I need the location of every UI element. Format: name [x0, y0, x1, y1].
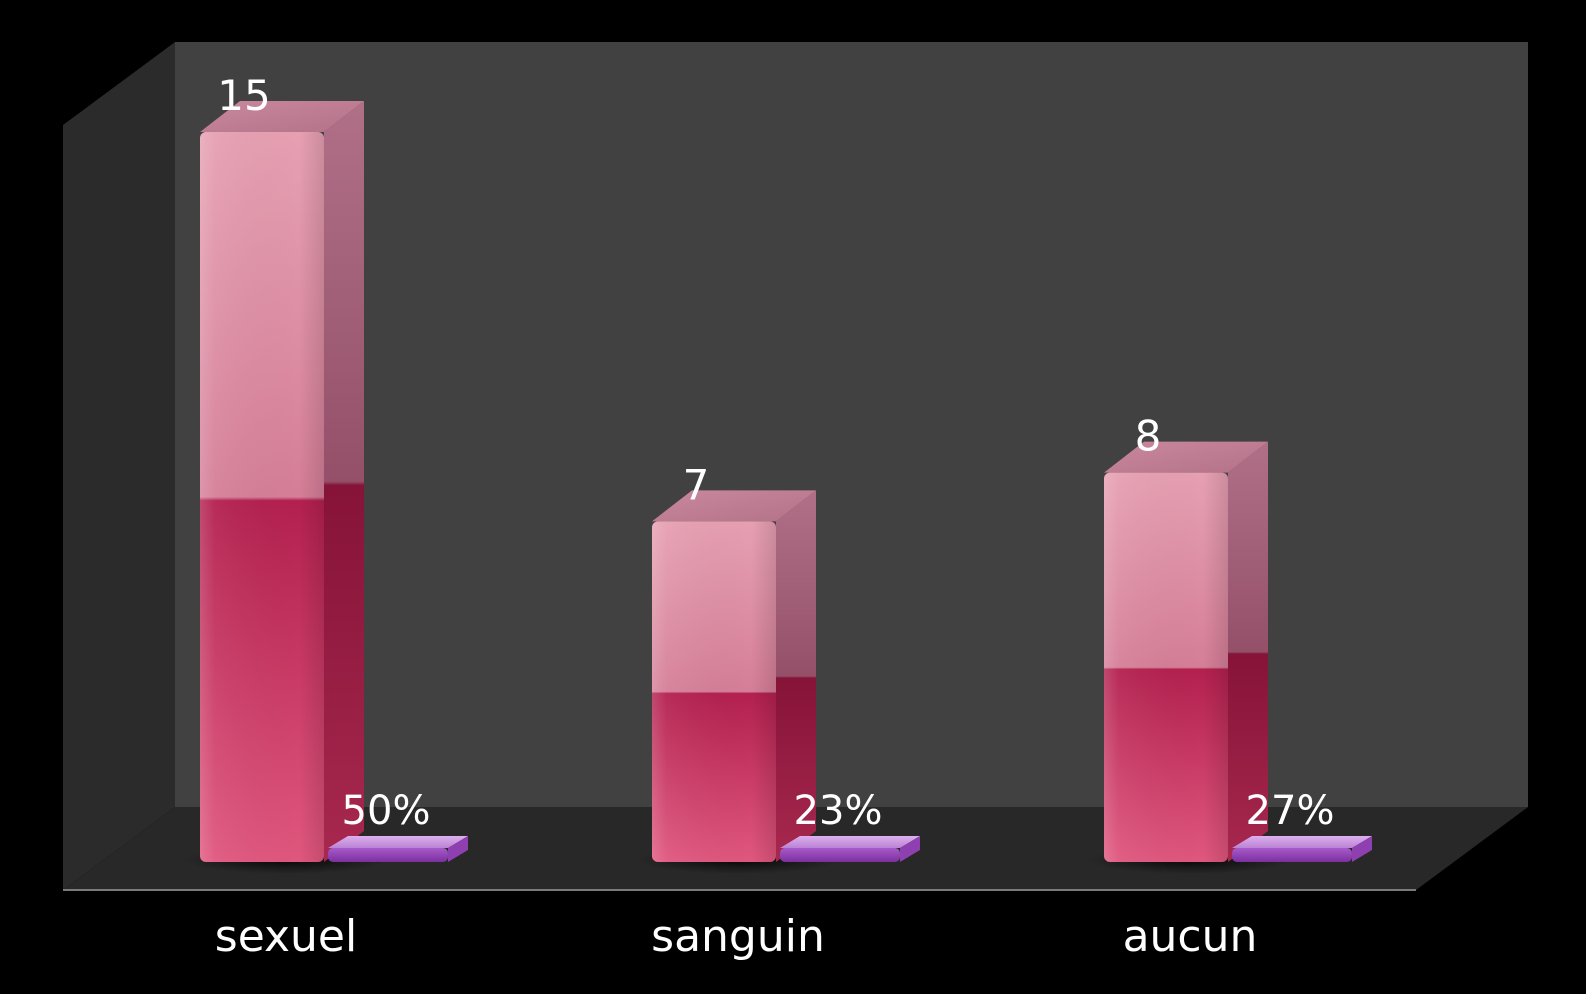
percent-plate-sanguin — [780, 848, 900, 862]
bar-sheen-aucun — [1104, 472, 1228, 862]
percent-plate-side-sanguin — [900, 836, 920, 862]
percent-value-label: 23% — [794, 788, 883, 834]
percent-value-label: 50% — [342, 788, 431, 834]
percent-plate-top-sanguin — [780, 836, 920, 848]
bar-top-sexuel — [200, 101, 364, 132]
bar-value-label: 8 — [1135, 412, 1162, 461]
bar-sheen-sexuel — [200, 132, 324, 862]
bar-side-aucun — [1228, 441, 1268, 862]
chart-back-wall — [175, 42, 1528, 807]
bar-top-aucun — [1104, 441, 1268, 473]
percent-plate-side-aucun — [1352, 836, 1372, 862]
bar-sheen-sanguin — [652, 521, 776, 862]
percent-plate-side-sexuel — [448, 836, 468, 862]
percent-value-label: 27% — [1246, 788, 1335, 834]
category-label-aucun: aucun — [1123, 911, 1258, 962]
bar-side-sexuel — [324, 101, 364, 862]
percent-plate-top-aucun — [1232, 836, 1372, 848]
chart-marks: 15 50% 7 23% 8 27% — [185, 71, 1372, 874]
bar-value-label: 7 — [683, 460, 710, 509]
bar-side-sanguin — [776, 490, 816, 862]
percent-plate-aucun — [1232, 848, 1352, 862]
percent-plate-top-sexuel — [328, 836, 468, 848]
percent-plate-sexuel — [328, 848, 448, 862]
category-label-sexuel: sexuel — [215, 911, 357, 962]
category-axis-labels: sexuel sanguin aucun — [215, 911, 1258, 962]
chart-side-wall — [63, 42, 175, 890]
category-label-sanguin: sanguin — [651, 911, 825, 962]
bar-value-label: 15 — [217, 71, 270, 120]
bar-top-sanguin — [652, 490, 816, 522]
